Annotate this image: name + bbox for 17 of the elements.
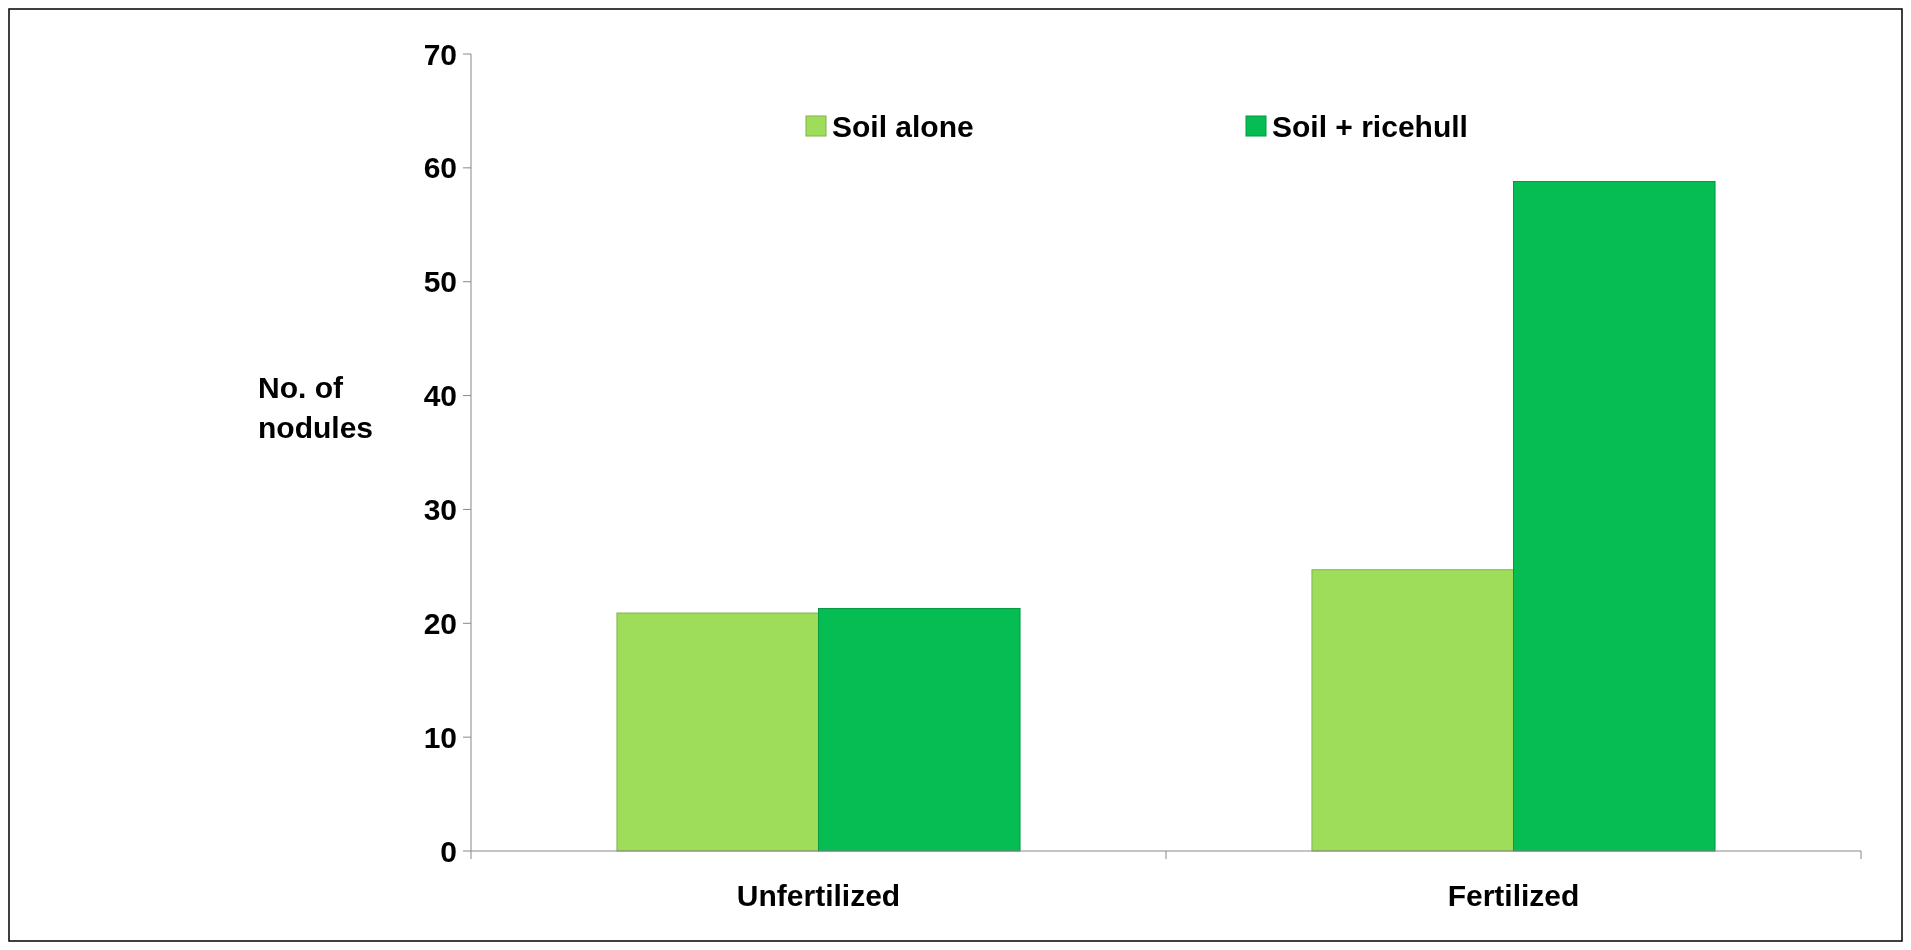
y-tick-label: 50 (423, 265, 457, 299)
y-tick-label: 40 (423, 379, 457, 413)
x-tick-label: Fertilized (1447, 879, 1580, 912)
bar (1311, 569, 1514, 852)
y-tick-label: 0 (440, 834, 457, 868)
legend-label: Soil alone (832, 109, 974, 143)
legend-label: Soil + ricehull (1272, 109, 1468, 143)
y-tick-label: 60 (423, 151, 457, 185)
y-tick-label: 30 (423, 492, 457, 526)
bar (1513, 181, 1716, 852)
y-tick-label: 10 (423, 720, 457, 754)
y-tick-label: 70 (423, 37, 457, 71)
bar (818, 607, 1021, 852)
y-axis-title: No. of nodules (258, 371, 374, 444)
y-tick-label: 20 (423, 606, 457, 640)
x-tick-label: Unfertilized (736, 879, 901, 912)
bar (616, 612, 819, 852)
